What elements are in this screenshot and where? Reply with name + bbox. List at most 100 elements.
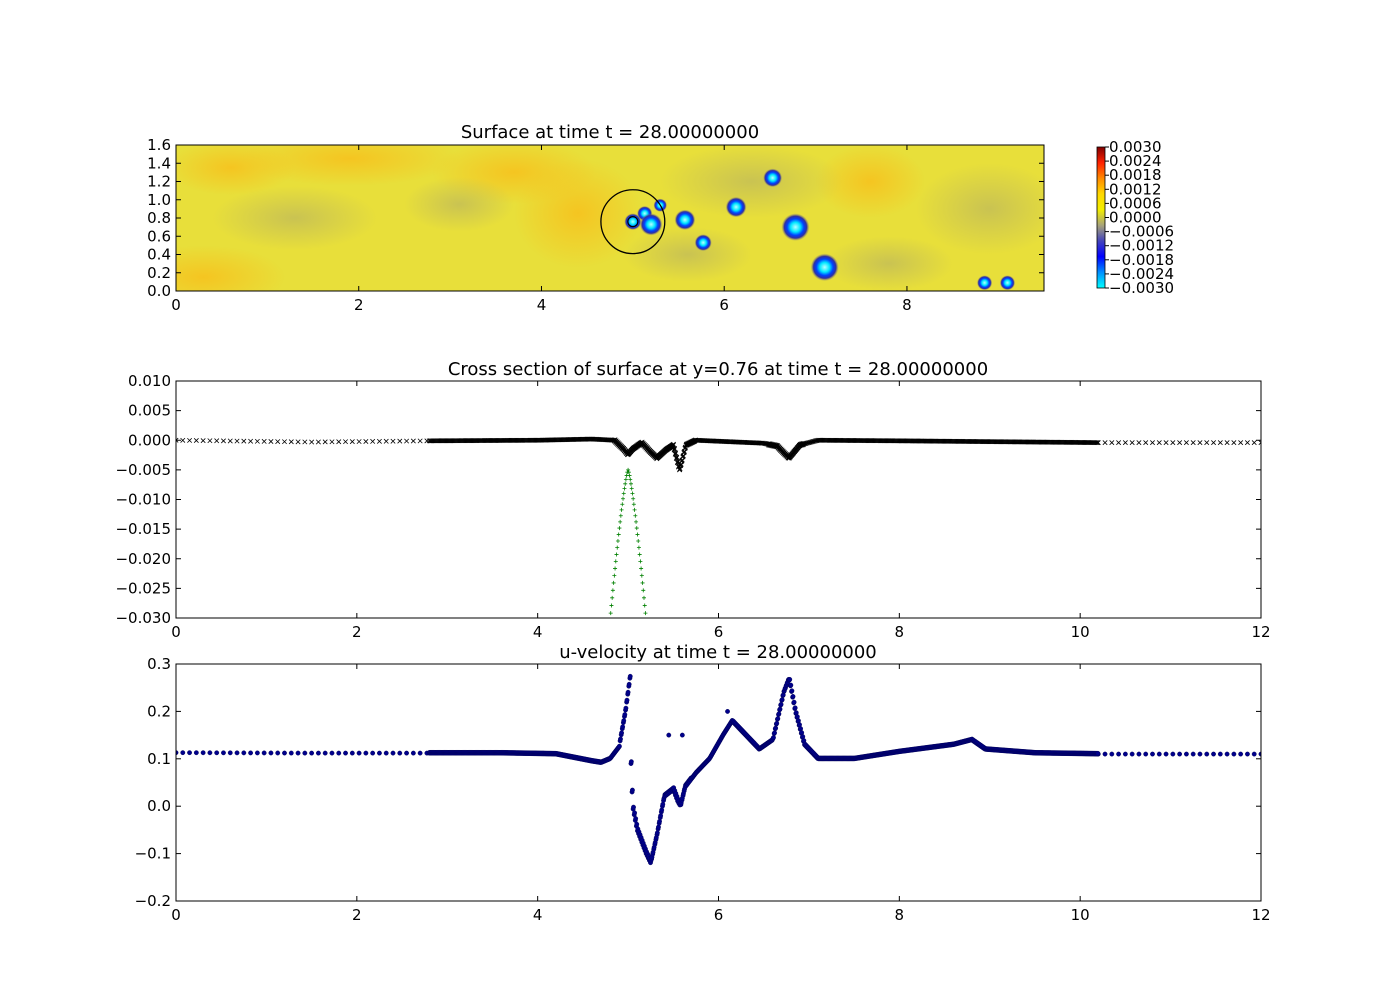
cross-section-point — [1102, 440, 1108, 446]
u-velocity-point — [390, 750, 396, 756]
u-velocity-panel: u-velocity at time t = 28.00000000 0 2 4 6 8… — [135, 642, 1271, 924]
cross-section-point — [1251, 440, 1257, 446]
u-velocity-point — [187, 750, 192, 756]
u-velocity-x-tick-label: 0 — [171, 906, 181, 924]
cross-section-point — [673, 450, 679, 456]
cross-section-panel: Cross section of surface at y=0.76 at ti… — [115, 359, 1270, 641]
u-velocity-point — [200, 750, 206, 756]
cross-section-green-point — [618, 519, 623, 524]
u-velocity-point — [316, 750, 321, 756]
heatmap-warm-region — [176, 245, 286, 291]
cross-section-green-point — [639, 573, 644, 578]
cross-section-x-tick-label: 8 — [895, 623, 905, 641]
cross-section-green-point — [641, 588, 646, 593]
cross-section-point — [1093, 440, 1099, 446]
cross-section-point — [1244, 440, 1250, 446]
cross-section-green-point — [642, 603, 647, 608]
cross-section-x-tick-label: 12 — [1251, 623, 1270, 641]
heatmap-cool-region — [824, 236, 953, 291]
u-velocity-x-tick-label: 10 — [1071, 906, 1090, 924]
heatmap-depression — [810, 253, 839, 282]
cross-section-green-point — [630, 491, 635, 496]
cross-section-green-point — [634, 519, 639, 524]
heatmap-warm-region — [815, 145, 926, 218]
u-velocity-x-tick-label: 2 — [352, 906, 362, 924]
cross-section-point — [261, 438, 267, 444]
heatmap-x-tick-label: 4 — [537, 296, 547, 314]
cross-section-green-point — [621, 496, 626, 501]
u-velocity-point — [800, 734, 806, 739]
cross-section-green-point — [627, 473, 632, 478]
cross-section-point — [275, 439, 281, 445]
u-velocity-point — [792, 705, 798, 711]
heatmap-cool-region — [212, 186, 378, 250]
heatmap-y-ticks: 0.00.20.40.60.81.01.21.41.6 — [147, 136, 1044, 300]
cross-section-x-tick-label: 6 — [714, 623, 724, 641]
u-velocity-point — [1217, 751, 1223, 757]
u-velocity-point — [789, 688, 795, 694]
cross-section-green-point — [618, 513, 623, 518]
u-velocity-point — [618, 736, 623, 742]
cross-section-point — [1156, 440, 1162, 446]
u-velocity-x-tick-label: 4 — [533, 906, 543, 924]
u-velocity-point — [207, 750, 213, 756]
u-velocity-point — [1122, 751, 1128, 757]
heatmap-depression — [639, 213, 663, 236]
cross-section-point — [207, 438, 213, 444]
cross-section-green-point — [634, 526, 639, 531]
cross-section-point — [1211, 440, 1217, 446]
cross-section-green-point — [631, 496, 636, 501]
u-velocity-point — [793, 710, 799, 716]
u-velocity-point — [679, 732, 685, 738]
u-velocity-point — [1163, 751, 1169, 757]
u-velocity-point — [633, 816, 639, 821]
cross-section-y-tick-label: 0.005 — [128, 402, 171, 420]
heatmap-y-tick-label: 1.2 — [147, 173, 171, 191]
cross-section-point — [370, 438, 376, 444]
cross-section-green-point — [638, 559, 643, 564]
cross-section-point — [248, 438, 254, 444]
u-velocity-point — [628, 759, 634, 765]
u-velocity-point — [791, 699, 797, 705]
u-velocity-point — [295, 750, 301, 756]
heatmap-depression — [694, 234, 712, 252]
u-velocity-point — [622, 712, 628, 717]
u-velocity-x-tick-label: 6 — [714, 906, 724, 924]
cross-section-point — [241, 438, 247, 444]
u-velocity-point — [772, 730, 777, 736]
cross-section-y-tick-label: −0.005 — [115, 461, 171, 479]
cross-section-green-point — [637, 552, 642, 557]
cross-section-point — [200, 438, 206, 444]
cross-section-point — [397, 438, 403, 444]
cross-section-green-point — [613, 566, 618, 571]
cross-section-point — [383, 438, 389, 444]
cross-section-green-point — [626, 470, 631, 475]
cross-section-point — [1197, 440, 1203, 446]
cross-section-point — [404, 438, 410, 444]
cross-section-green-point — [608, 611, 613, 616]
heatmap-y-tick-label: 0.8 — [147, 209, 171, 227]
cross-section-green-point — [628, 477, 633, 482]
u-velocity-point — [626, 681, 632, 687]
cross-section-green-point — [612, 573, 617, 578]
cross-section-green-point — [622, 486, 627, 491]
cross-section-point — [282, 439, 287, 445]
colorbar-label: 0.0012 — [1109, 180, 1162, 198]
cross-section-point — [1109, 440, 1115, 446]
cross-section-point — [1177, 440, 1183, 446]
u-velocity-point — [288, 750, 294, 756]
heatmap-x-tick-label: 0 — [171, 296, 181, 314]
u-velocity-point — [1224, 751, 1230, 757]
u-velocity-plot-area — [176, 664, 1261, 901]
cross-section-green-point — [610, 588, 615, 593]
colorbar-label: 0.0000 — [1109, 209, 1162, 227]
cross-section-green-point — [639, 566, 644, 571]
cross-section-point — [390, 438, 396, 444]
u-velocity-y-tick-label: 0.2 — [147, 702, 171, 720]
cross-section-point — [1190, 440, 1196, 446]
u-velocity-point — [1211, 751, 1216, 757]
u-velocity-point — [349, 750, 355, 756]
cross-section-green-point — [631, 502, 636, 507]
cross-section-green-point — [610, 595, 615, 600]
cross-section-y-tick-label: 0.000 — [128, 431, 171, 449]
